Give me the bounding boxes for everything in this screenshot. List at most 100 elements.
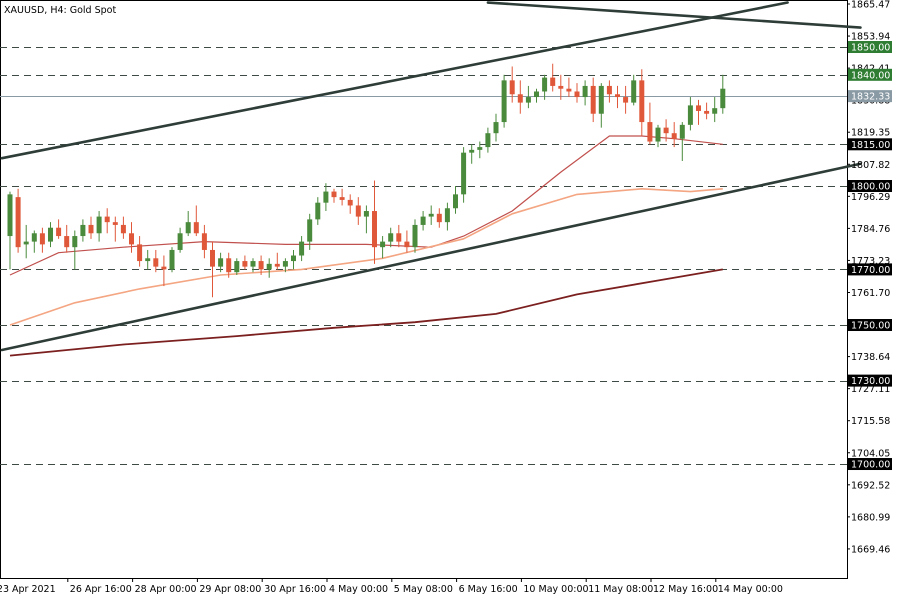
candle-body <box>485 133 491 148</box>
candle <box>331 188 337 203</box>
y-tick-label: 1738.64 <box>851 352 890 363</box>
candle <box>687 97 693 131</box>
x-tick-label: 11 May 08:00 <box>588 584 653 595</box>
candle-body <box>663 127 669 134</box>
candle-body <box>347 199 353 206</box>
y-tick-label: 1727.11 <box>851 384 890 395</box>
candle-body <box>428 213 434 217</box>
candle <box>525 85 531 109</box>
candle-body <box>274 263 280 267</box>
level-tag-bg <box>848 41 892 54</box>
candle-body <box>137 244 143 262</box>
candle <box>193 205 199 237</box>
level-tag-label: 1700.00 <box>851 460 890 471</box>
candle-body <box>712 108 718 114</box>
candle-body <box>550 77 556 86</box>
x-tick-label: 14 May 00:00 <box>718 584 783 595</box>
candle-body <box>420 216 426 225</box>
trend-line-descending[interactable] <box>486 1 862 29</box>
candle-body <box>542 77 548 92</box>
candle <box>299 236 305 262</box>
candle <box>72 230 78 270</box>
moving-average-slow <box>9 268 723 357</box>
candle <box>137 236 143 267</box>
candle <box>453 186 458 214</box>
candle-body <box>720 88 726 109</box>
x-tick-label: 28 Apr 00:00 <box>135 584 197 595</box>
candle-body <box>218 258 224 267</box>
candle-body <box>582 85 588 98</box>
candle-body <box>436 213 442 223</box>
candle <box>210 241 215 298</box>
candle-body <box>396 233 402 242</box>
candle-body <box>120 224 126 234</box>
candle-body <box>566 88 572 92</box>
candle <box>39 227 45 253</box>
candle-body <box>615 94 620 98</box>
trend-line-channel-upper[interactable] <box>0 1 789 160</box>
level-tags: 1850.00 1840.00 1815.00 1800.00 1770.00 1750.… <box>848 41 892 471</box>
candle-body <box>517 94 523 103</box>
trend-lines[interactable] <box>0 1 862 352</box>
candle-body <box>558 85 564 89</box>
candle-body <box>291 255 296 262</box>
candle <box>493 113 499 142</box>
y-tick-label: 1773.23 <box>851 256 890 267</box>
candle-body <box>639 80 645 123</box>
candle-body <box>501 80 507 123</box>
x-tick-label: 26 Apr 16:00 <box>70 584 132 595</box>
plot-frame <box>0 0 848 579</box>
x-tick-label: 29 Apr 08:00 <box>199 584 261 595</box>
candle <box>323 183 329 212</box>
candle <box>129 222 134 253</box>
candle-body <box>655 127 661 142</box>
candle <box>372 180 377 264</box>
candle <box>412 219 418 253</box>
candle-body <box>80 224 86 237</box>
candle-body <box>469 149 475 153</box>
candle-body <box>169 249 175 270</box>
candle-body <box>534 91 539 98</box>
candle-body <box>687 105 693 125</box>
candle <box>461 147 467 203</box>
candle <box>218 252 224 273</box>
moving-averages <box>9 135 723 357</box>
time-axis: 23 Apr 2021 26 Apr 16:00 28 Apr 00:00 29 Ap… <box>0 578 783 595</box>
candle-body <box>574 91 580 98</box>
candle-body <box>525 97 531 103</box>
candle <box>177 227 183 253</box>
candle <box>679 122 685 161</box>
candle-body <box>453 194 458 209</box>
current-price-tag-label: 1832.33 <box>851 92 890 103</box>
y-tick-label: 1819.35 <box>851 128 890 139</box>
candle-body <box>363 211 369 217</box>
candle-body <box>96 216 102 234</box>
candle <box>120 216 126 239</box>
candle-body <box>696 105 701 111</box>
candle-body <box>598 85 604 114</box>
level-tag-label: 1815.00 <box>851 140 890 151</box>
trend-line-channel-lower[interactable] <box>0 162 862 352</box>
candle <box>396 224 402 248</box>
candle-body <box>372 211 377 248</box>
level-tag-label: 1750.00 <box>851 321 890 332</box>
x-tick-label: 6 May 16:00 <box>459 584 518 595</box>
candle <box>282 258 288 273</box>
candle-body <box>31 233 37 242</box>
candle-body <box>606 85 612 95</box>
level-tag-bg <box>848 138 892 151</box>
candle <box>663 119 669 142</box>
level-tag-label: 1800.00 <box>851 182 890 193</box>
candle-body <box>590 85 596 114</box>
candle <box>274 252 280 270</box>
level-tag-bg <box>848 458 892 471</box>
candle-body <box>161 266 167 270</box>
candle-body <box>493 122 499 134</box>
candle <box>169 247 175 273</box>
x-tick-label: 10 May 00:00 <box>523 584 588 595</box>
y-tick-label: 1807.82 <box>851 160 890 171</box>
candle <box>258 255 264 275</box>
candle <box>347 194 353 214</box>
